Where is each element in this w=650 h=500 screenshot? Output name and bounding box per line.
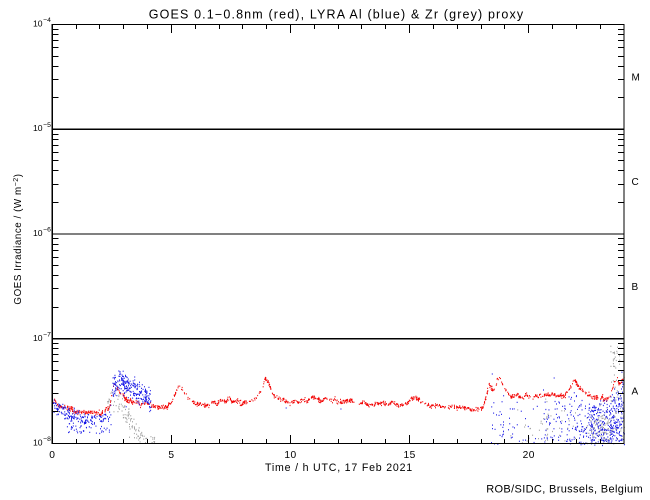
svg-text:20: 20: [523, 450, 535, 461]
svg-text:15: 15: [404, 450, 416, 461]
svg-text:−5: −5: [43, 122, 51, 129]
svg-text:M: M: [632, 73, 640, 84]
svg-text:GOES Irradiance / (W m−2): GOES Irradiance / (W m−2): [13, 173, 24, 304]
svg-text:10: 10: [33, 438, 43, 448]
svg-text:10: 10: [33, 333, 43, 343]
svg-text:−4: −4: [43, 17, 51, 24]
svg-text:B: B: [632, 282, 639, 293]
svg-text:−7: −7: [43, 331, 51, 338]
svg-text:Time / h UTC, 17 Feb 2021: Time / h UTC, 17 Feb 2021: [265, 462, 413, 474]
svg-text:10: 10: [284, 450, 296, 461]
svg-text:A: A: [632, 387, 639, 398]
svg-text:10: 10: [33, 123, 43, 133]
svg-text:GOES 0.1−0.8nm (red), LYRA Al: GOES 0.1−0.8nm (red), LYRA Al (blue) & Z…: [149, 8, 525, 22]
svg-text:10: 10: [33, 228, 43, 238]
svg-text:5: 5: [168, 450, 174, 461]
svg-text:ROB/SIDC, Brussels, Belgium: ROB/SIDC, Brussels, Belgium: [486, 484, 643, 496]
svg-text:−6: −6: [43, 227, 51, 234]
svg-text:10: 10: [33, 19, 43, 29]
svg-text:C: C: [632, 177, 639, 188]
svg-text:−8: −8: [43, 436, 51, 443]
svg-text:0: 0: [49, 450, 55, 461]
